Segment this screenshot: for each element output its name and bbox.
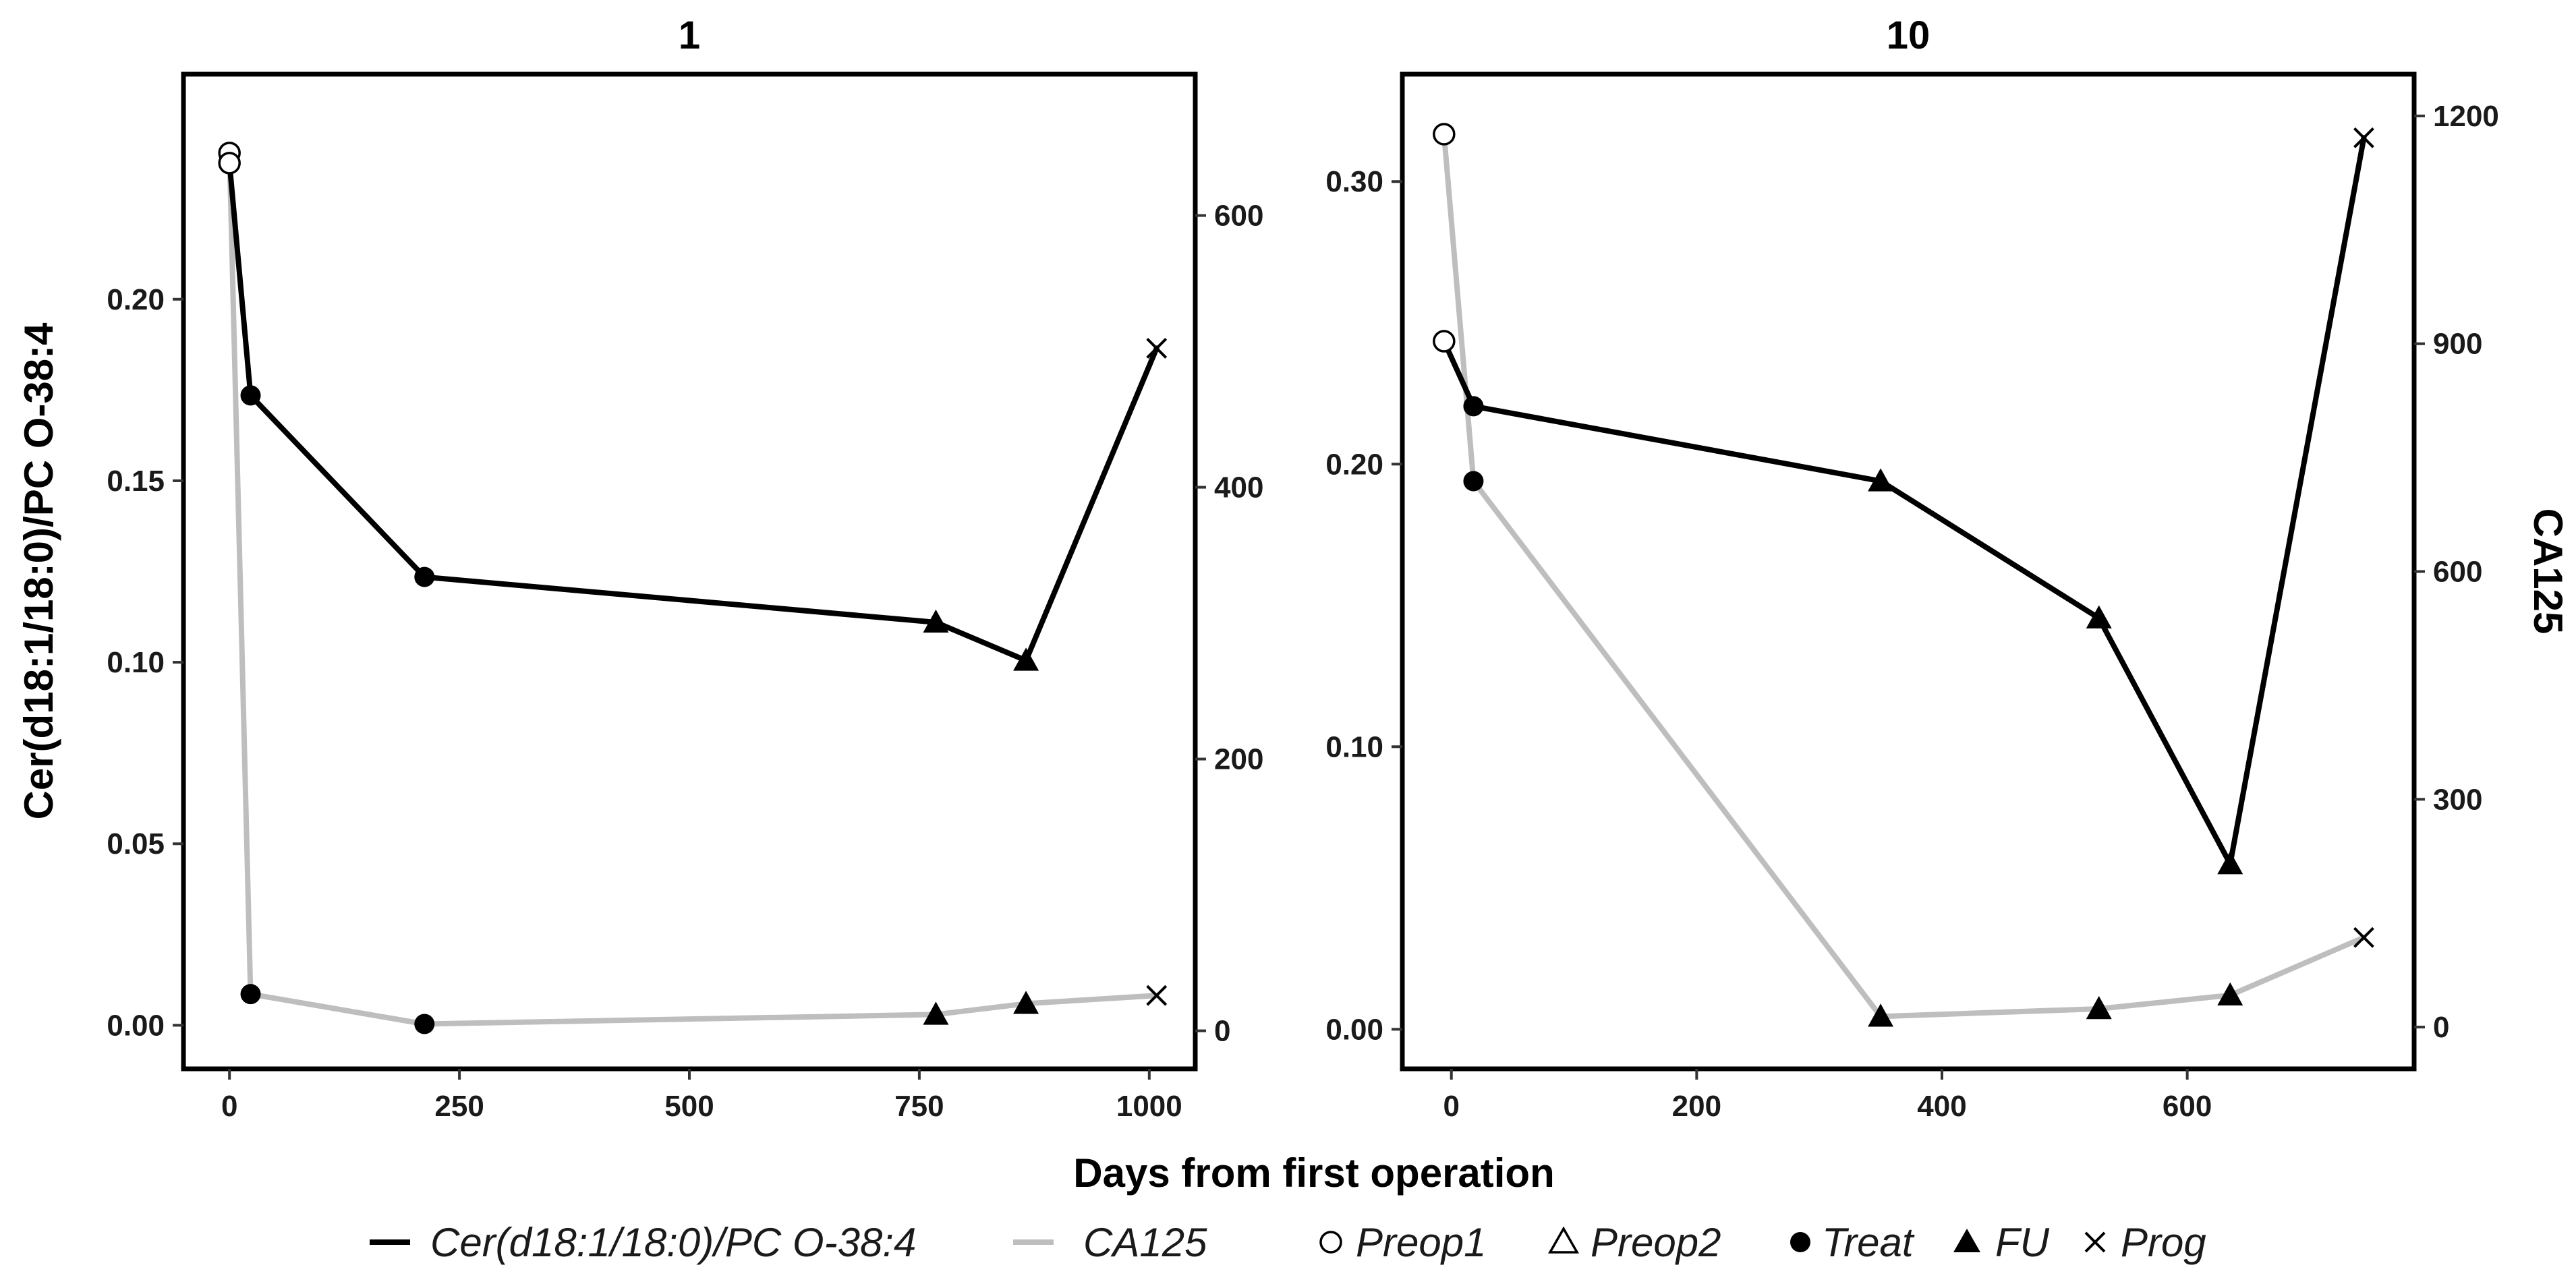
legend-item-fu: FU (1953, 1220, 2050, 1265)
panel-10-right-y-tick-label-1: 0 (2433, 1011, 2449, 1044)
legend-preop2-label: Preop2 (1591, 1220, 1721, 1265)
panel-10-x-tick-label-4: 600 (2163, 1090, 2212, 1123)
panel-1-cer-d18-1-18-0-pc-o-38-4-point-6-prog-marker (1146, 338, 1168, 359)
panel-1-left-y-tick-label-5: 0.20 (107, 283, 165, 316)
panel-1-cer-d18-1-18-0-pc-o-38-4-point-3-treat-marker (414, 566, 435, 587)
legend-preop1-open-circle-icon (1319, 1231, 1342, 1254)
panel-1-right-y-tick-label-2: 200 (1214, 743, 1263, 776)
panel-1-cer-d18-1-18-0-pc-o-38-4-point-4-fu-marker (923, 609, 949, 633)
legend-item-ca125: CA125 (1013, 1220, 1207, 1265)
panel-1-right-y-tick-label-1: 0 (1214, 1015, 1230, 1048)
legend-preop2-open-triangle-icon (1547, 1226, 1580, 1254)
legend-prog-cross-icon (2084, 1231, 2106, 1253)
panel-1-plot-frame (181, 71, 1198, 1072)
panel-10-ca125-point-1-preop1-marker (1433, 123, 1456, 146)
panel-10-cer-d18-1-18-0-pc-o-38-4-point-6-prog-marker (2353, 127, 2374, 148)
panel-10-plot-frame (1400, 71, 2417, 1072)
panel-10-right-axis-title: CA125 (2525, 508, 2571, 635)
panel-1-left-axis-title: Cer(d18:1/18:0)/PC O-38:4 (16, 322, 61, 820)
panel-1-cer-d18-1-18-0-pc-o-38-4-point-5-fu-marker (1013, 647, 1039, 671)
legend-item-preop1: Preop1 (1319, 1220, 1486, 1265)
legend: Cer(d18:1/18:0)/PC O-38:4 CA125 Preop1 P… (370, 1220, 2206, 1265)
panel-10-cer-d18-1-18-0-pc-o-38-4-line (1441, 135, 2367, 867)
panel-10-right-y-tick-label-5: 1200 (2433, 100, 2499, 133)
panel-10-ca125-line (1441, 131, 2367, 1020)
panel-1-left-y-tick-label-4: 0.15 (107, 465, 165, 498)
panel-10-ca125-point-6-prog-marker (2353, 927, 2374, 948)
panel-10-left-y-tick-label-3: 0.20 (1325, 448, 1383, 481)
panel-1-cer-d18-1-18-0-pc-o-38-4-line (227, 160, 1160, 664)
panel-10-right-y-tick-label-2: 300 (2433, 783, 2482, 816)
legend-fu-label: FU (1995, 1220, 2050, 1265)
panel-1-ca125-point-4-fu-marker (923, 1001, 949, 1025)
panel-1-left-y-tick-label-2: 0.05 (107, 827, 165, 860)
panel-1: 1 0 250 500 750 1000 0.00 0.05 0.10 0.15 0.20 0 2… (16, 13, 1263, 1123)
legend-prog-label: Prog (2121, 1220, 2206, 1265)
panel-10-ca125-point-5-fu-marker (2217, 982, 2243, 1005)
panel-1-right-y-tick-label-4: 600 (1214, 200, 1263, 233)
panel-1-ca125-point-3-treat-marker (414, 1014, 435, 1034)
panel-1-ca125-line (227, 150, 1160, 1027)
panel-1-left-y-tick-label-1: 0.00 (107, 1009, 165, 1042)
legend-treat-label: Treat (1822, 1220, 1915, 1265)
legend-preop1-label: Preop1 (1356, 1220, 1486, 1265)
panel-1-ca125-point-2-treat-marker (240, 984, 261, 1005)
legend-item-cer: Cer(d18:1/18:0)/PC O-38:4 (370, 1220, 916, 1265)
panel-10-ca125-point-2-treat-marker (1463, 471, 1484, 492)
panel-10-title: 10 (1887, 13, 1930, 57)
panel-10-x-tick-label-1: 0 (1443, 1090, 1459, 1123)
panel-1-x-tick-label-4: 750 (894, 1090, 944, 1123)
x-axis-title: Days from first operation (1073, 1150, 1554, 1196)
panel-10: 10 0 200 400 600 0.00 0.10 0.20 0.30 0 300 600 90… (1325, 13, 2571, 1123)
panel-10-ca125-point-3-fu-marker (1868, 1003, 1894, 1027)
legend-item-prog: Prog (2084, 1220, 2206, 1265)
legend-item-preop2: Preop2 (1547, 1220, 1721, 1265)
panel-10-cer-d18-1-18-0-pc-o-38-4-point-1-preop1-marker (1433, 330, 1456, 353)
legend-treat-filled-circle-icon (1790, 1232, 1810, 1252)
panel-10-cer-d18-1-18-0-pc-o-38-4-point-2-treat-marker (1463, 396, 1484, 417)
panel-1-cer-d18-1-18-0-pc-o-38-4-point-1-preop1-marker (218, 152, 241, 175)
panel-1-ca125-point-5-fu-marker (1013, 991, 1039, 1014)
panel-1-x-tick-label-5: 1000 (1116, 1090, 1182, 1123)
legend-fu-filled-triangle-icon (1953, 1229, 1980, 1252)
panel-10-cer-d18-1-18-0-pc-o-38-4-point-3-fu-marker (1868, 468, 1894, 492)
panel-1-right-y-tick-label-3: 400 (1214, 471, 1263, 504)
panel-10-left-y-tick-label-1: 0.00 (1325, 1013, 1383, 1046)
legend-item-treat: Treat (1790, 1220, 1915, 1265)
panel-1-title: 1 (679, 13, 700, 57)
panel-10-cer-d18-1-18-0-pc-o-38-4-point-5-fu-marker (2217, 851, 2243, 875)
panel-10-right-y-tick-label-3: 600 (2433, 556, 2482, 589)
panel-10-ca125-point-4-fu-marker (2086, 996, 2112, 1020)
panel-10-x-tick-label-2: 200 (1672, 1090, 1721, 1123)
panel-1-x-tick-label-1: 0 (221, 1090, 237, 1123)
panel-10-right-y-tick-label-4: 900 (2433, 328, 2482, 361)
panel-1-x-tick-label-3: 500 (664, 1090, 714, 1123)
panel-1-cer-d18-1-18-0-pc-o-38-4-point-2-treat-marker (240, 385, 261, 406)
legend-cer-label: Cer(d18:1/18:0)/PC O-38:4 (430, 1220, 916, 1265)
panel-1-ca125-point-6-prog-marker (1146, 985, 1168, 1006)
legend-ca125-label: CA125 (1083, 1220, 1207, 1265)
panel-10-left-y-tick-label-4: 0.30 (1325, 165, 1383, 198)
panel-1-left-y-tick-label-3: 0.10 (107, 646, 165, 679)
panel-10-left-y-tick-label-2: 0.10 (1325, 730, 1383, 763)
panel-10-cer-d18-1-18-0-pc-o-38-4-point-4-fu-marker (2086, 605, 2112, 628)
panel-1-x-tick-label-2: 250 (434, 1090, 484, 1123)
panel-10-x-tick-label-3: 400 (1917, 1090, 1966, 1123)
